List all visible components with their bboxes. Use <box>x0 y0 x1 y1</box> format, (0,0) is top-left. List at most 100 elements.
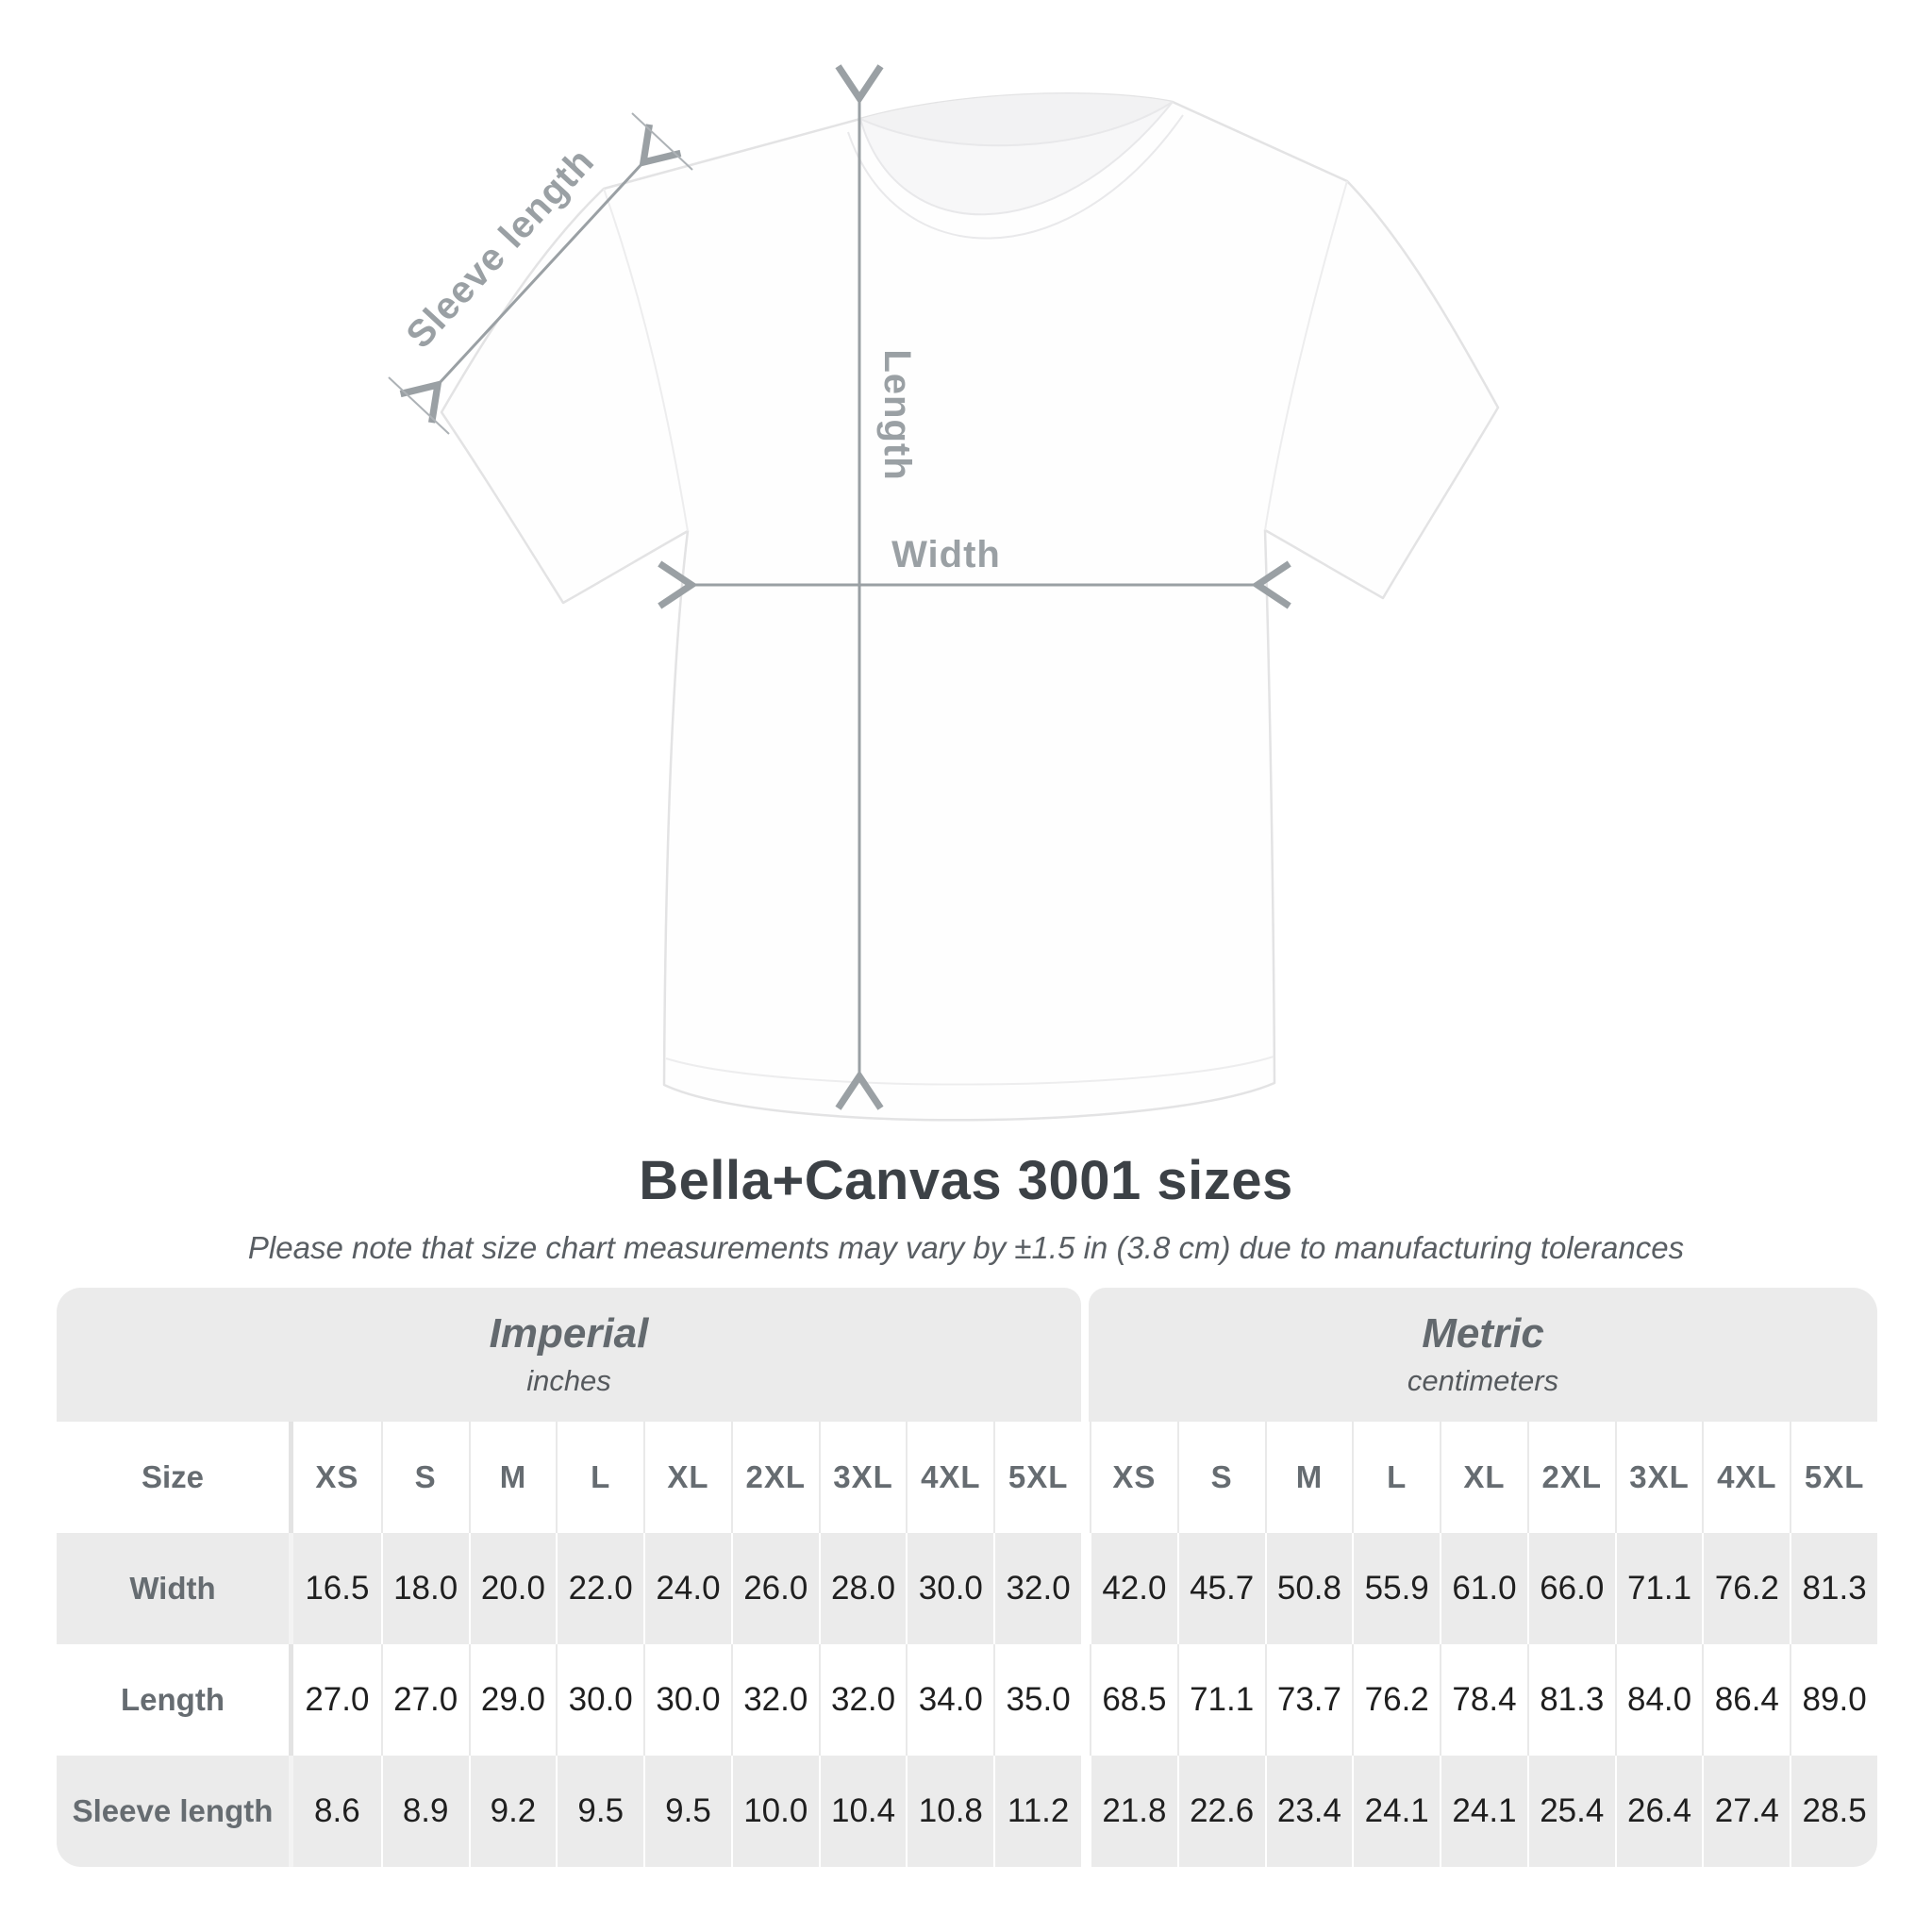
size-header-cell: Size <box>57 1422 289 1533</box>
sleeve-tick-top <box>631 112 693 171</box>
sleeve-tick-bottom <box>388 376 450 435</box>
table-cell: 84.0 <box>1614 1644 1703 1756</box>
page-title: Bella+Canvas 3001 sizes <box>639 1150 1293 1211</box>
group-gap <box>1081 1756 1090 1867</box>
tshirt-back-collar <box>860 93 1173 146</box>
table-cell: 22.0 <box>556 1533 644 1644</box>
table-cell: 30.0 <box>906 1533 994 1644</box>
tshirt-hem-stitch <box>665 1056 1274 1086</box>
table-cell: 28.5 <box>1790 1756 1877 1867</box>
header-cell: S <box>1176 1422 1265 1533</box>
tshirt-body <box>440 92 1500 1122</box>
header-cell: 5XL <box>1790 1422 1877 1533</box>
tshirt-measurement-diagram: Sleeve length Length Width <box>388 0 1500 1122</box>
group-gap <box>1081 1422 1090 1533</box>
table-cell: 26.0 <box>730 1533 819 1644</box>
size-table: Imperial inches Metric centimeters Size … <box>57 1288 1877 1867</box>
table-cell: 10.0 <box>730 1756 819 1867</box>
tshirt-neck-opening <box>858 101 1174 216</box>
column-divider <box>289 1422 293 1533</box>
table-cell: 78.4 <box>1440 1644 1527 1756</box>
imperial-group-header: Imperial inches <box>57 1288 1081 1422</box>
row-label: Width <box>57 1533 289 1644</box>
table-cell: 10.4 <box>818 1756 907 1867</box>
table-cell: 76.2 <box>1352 1644 1441 1756</box>
table-cell: 20.0 <box>468 1533 557 1644</box>
table-cell: 73.7 <box>1264 1644 1353 1756</box>
table-cell: 81.3 <box>1526 1644 1615 1756</box>
table-cell: 86.4 <box>1702 1644 1790 1756</box>
group-divider <box>1081 1288 1089 1422</box>
table-cell: 23.4 <box>1264 1756 1353 1867</box>
unit-group-header-row: Imperial inches Metric centimeters <box>57 1288 1877 1422</box>
table-cell: 29.0 <box>468 1644 557 1756</box>
table-cell: 27.0 <box>293 1644 381 1756</box>
header-cell: L <box>556 1422 644 1533</box>
table-cell: 24.0 <box>643 1533 731 1644</box>
table-cell: 32.0 <box>993 1533 1081 1644</box>
table-cell: 71.1 <box>1614 1533 1703 1644</box>
table-cell: 27.4 <box>1702 1756 1790 1867</box>
imperial-unit: inches <box>526 1364 611 1398</box>
table-cell: 21.8 <box>1090 1756 1177 1867</box>
table-cell: 8.6 <box>293 1756 381 1867</box>
header-cell: 3XL <box>1614 1422 1703 1533</box>
header-cell: XL <box>643 1422 731 1533</box>
table-cell: 42.0 <box>1090 1533 1177 1644</box>
length-row: Length 27.0 27.0 29.0 30.0 30.0 32.0 32.… <box>57 1644 1877 1756</box>
group-gap <box>1081 1644 1090 1756</box>
table-cell: 18.0 <box>380 1533 469 1644</box>
tshirt-image <box>440 92 1500 1122</box>
header-cell: M <box>468 1422 557 1533</box>
header-cell: 3XL <box>818 1422 907 1533</box>
table-cell: 89.0 <box>1790 1644 1877 1756</box>
table-cell: 55.9 <box>1352 1533 1441 1644</box>
metric-unit: centimeters <box>1407 1364 1559 1398</box>
metric-title: Metric <box>1422 1309 1544 1357</box>
table-cell: 71.1 <box>1176 1644 1265 1756</box>
table-cell: 45.7 <box>1176 1533 1265 1644</box>
table-cell: 8.9 <box>380 1756 469 1867</box>
table-cell: 61.0 <box>1440 1533 1527 1644</box>
length-label: Length <box>876 349 918 480</box>
table-cell: 81.3 <box>1790 1533 1877 1644</box>
table-cell: 34.0 <box>906 1644 994 1756</box>
table-cell: 24.1 <box>1440 1756 1527 1867</box>
table-cell: 35.0 <box>993 1644 1081 1756</box>
header-cell: XL <box>1440 1422 1527 1533</box>
tolerance-note: Please note that size chart measurements… <box>247 1230 1685 1265</box>
width-row: Width 16.5 18.0 20.0 22.0 24.0 26.0 28.0… <box>57 1533 1877 1644</box>
row-label: Length <box>57 1644 289 1756</box>
table-cell: 32.0 <box>730 1644 819 1756</box>
width-label: Width <box>891 534 1001 575</box>
sleeve-length-row: Sleeve length 8.6 8.9 9.2 9.5 9.5 10.0 1… <box>57 1756 1877 1867</box>
header-cell: XS <box>1090 1422 1177 1533</box>
header-cell: L <box>1352 1422 1441 1533</box>
measurement-annotations <box>388 98 1257 1076</box>
table-cell: 76.2 <box>1702 1533 1790 1644</box>
row-label: Sleeve length <box>57 1756 289 1867</box>
metric-group-header: Metric centimeters <box>1089 1288 1877 1422</box>
table-cell: 30.0 <box>556 1644 644 1756</box>
table-cell: 24.1 <box>1352 1756 1441 1867</box>
table-cell: 11.2 <box>993 1756 1081 1867</box>
table-cell: 9.2 <box>468 1756 557 1867</box>
table-cell: 27.0 <box>380 1644 469 1756</box>
table-cell: 68.5 <box>1090 1644 1177 1756</box>
table-cell: 9.5 <box>643 1756 731 1867</box>
table-cell: 25.4 <box>1526 1756 1615 1867</box>
table-cell: 10.8 <box>906 1756 994 1867</box>
sleeve-length-arrow <box>438 162 643 385</box>
header-cell: 5XL <box>993 1422 1081 1533</box>
header-cell: XS <box>293 1422 381 1533</box>
table-cell: 16.5 <box>293 1533 381 1644</box>
table-cell: 66.0 <box>1526 1533 1615 1644</box>
header-cell: 2XL <box>730 1422 819 1533</box>
size-header-row: Size XS S M L XL 2XL 3XL 4XL 5XL XS S M … <box>57 1422 1877 1533</box>
group-gap <box>1081 1533 1090 1644</box>
header-cell: 4XL <box>1702 1422 1790 1533</box>
table-cell: 32.0 <box>818 1644 907 1756</box>
table-cell: 30.0 <box>643 1644 731 1756</box>
header-cell: S <box>380 1422 469 1533</box>
